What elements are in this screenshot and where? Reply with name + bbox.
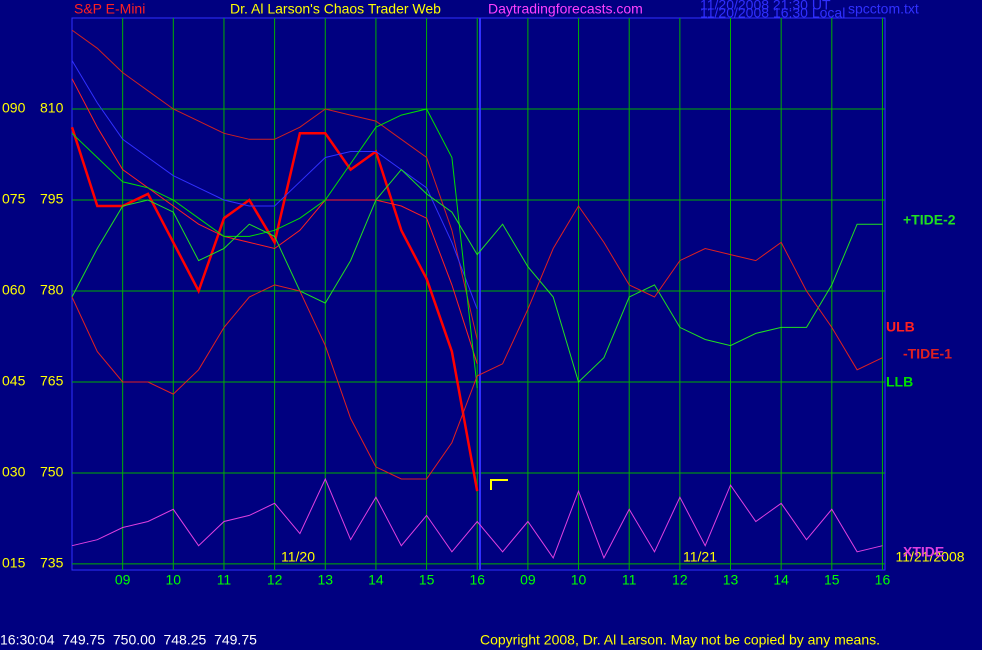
x-tick-label: 09 [115,572,131,588]
time-ut: 11/20/2008 21:30 UT [700,0,831,13]
series-line [71,168,883,383]
y2-tick-label: 060 [2,282,26,298]
y-tick-label: 735 [40,555,64,571]
plot-area [71,17,886,571]
y2-tick-label: 090 [2,100,26,116]
y2-tick-label: 075 [2,191,26,207]
x-tick-label: 11 [622,572,637,588]
x-tick-label: 16 [469,572,485,588]
marker [490,479,508,490]
x-tick-label: 14 [368,572,384,588]
y-tick-label: 780 [40,282,64,298]
series-line [71,108,478,389]
x-tick-label: 09 [520,572,536,588]
series-label: LLB [886,374,913,390]
file-name: spcctom.txt [848,1,919,17]
site: Daytradingforecasts.com [488,1,643,17]
series-label: XTIDE [903,544,944,560]
x-tick-label: 13 [723,572,739,588]
chart-title: Dr. Al Larson's Chaos Trader Web [230,1,441,17]
x-tick-label: 12 [267,572,283,588]
y-tick-label: 765 [40,373,64,389]
series-line [71,78,478,364]
x-tick-label: 15 [824,572,840,588]
x-tick-label: 12 [672,572,688,588]
series-label: -TIDE-1 [903,346,952,362]
x-tick-label: 10 [166,572,182,588]
series-label: ULB [886,319,915,335]
y-tick-label: 795 [40,191,64,207]
time-local: 11/20/2008 16:30 Local [700,5,845,21]
series-label: +TIDE-2 [903,212,956,228]
series-line [71,477,883,560]
x-tick-label: 15 [419,572,435,588]
status: 16:30:04 749.75 750.00 748.25 749.75 [0,632,257,648]
y-tick-label: 810 [40,100,64,116]
y-tick-label: 750 [40,464,64,480]
y2-tick-label: 045 [2,373,26,389]
series-line [70,126,479,492]
y2-tick-label: 015 [2,555,26,571]
date-label: 11/21 [683,549,717,565]
date-label: 11/20 [281,549,315,565]
y2-tick-label: 030 [2,464,26,480]
x-tick-label: 10 [571,572,587,588]
x-tick-label: 11 [217,572,232,588]
x-tick-label: 14 [773,572,789,588]
series-line [71,29,478,340]
x-tick-label: 13 [317,572,333,588]
symbol: S&P E-Mini [74,1,145,17]
date-label: 11/21/2008 [895,549,964,565]
series-line [71,60,478,310]
series-line [71,205,883,480]
copyright: Copyright 2008, Dr. Al Larson. May not b… [480,632,880,648]
x-tick-label: 16 [875,572,891,588]
